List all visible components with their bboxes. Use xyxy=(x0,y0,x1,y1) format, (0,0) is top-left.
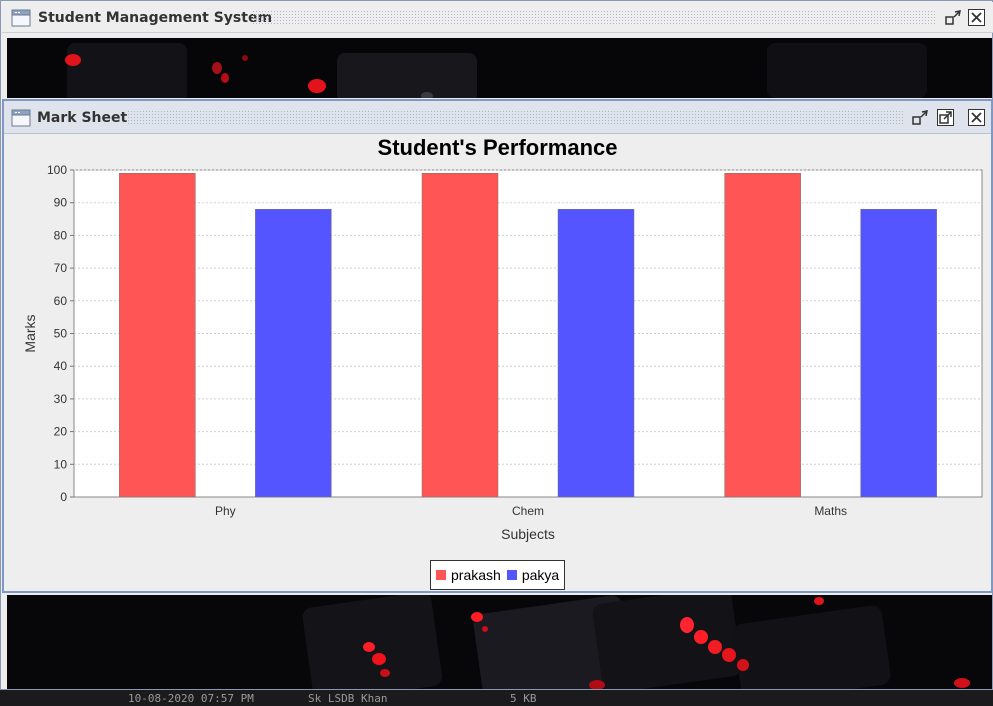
legend-swatch-prakash xyxy=(436,570,446,580)
bar-prakash-maths xyxy=(724,173,801,498)
y-tick-label: 100 xyxy=(47,163,67,177)
bar-chart: 0 10 20 30 40 50 60 70 80 90 100 Phy Chem Maths Subjec… xyxy=(22,163,983,542)
y-tick-label: 20 xyxy=(54,425,68,439)
keyboard-wallpaper xyxy=(7,38,992,98)
y-tick-label: 70 xyxy=(54,261,68,275)
mark-sheet-window: Mark Sheet Student's Performance 0 10 20 30… xyxy=(2,99,993,593)
status-bar: 10-08-2020 07:57 PM Sk LSDB Khan 5 KB xyxy=(0,690,993,706)
main-window: Student Management System xyxy=(0,0,993,690)
y-tick-label: 10 xyxy=(54,457,68,471)
close-icon[interactable] xyxy=(968,109,985,126)
y-tick-label: 60 xyxy=(54,294,68,308)
bar-pakya-chem xyxy=(557,208,635,498)
x-axis-label: Subjects xyxy=(501,526,555,542)
main-window-titlebar[interactable]: Student Management System xyxy=(2,2,993,33)
legend-label-pakya: pakya xyxy=(521,567,560,583)
chart-title: Student's Performance xyxy=(377,135,618,160)
maximize-icon[interactable] xyxy=(937,109,954,126)
bar-pakya-maths xyxy=(860,208,937,498)
y-tick-label: 30 xyxy=(54,392,68,406)
mark-sheet-title: Mark Sheet xyxy=(37,110,128,126)
status-timestamp: 10-08-2020 07:57 PM xyxy=(128,692,254,705)
y-tick-label: 50 xyxy=(54,327,68,341)
y-tick-label: 90 xyxy=(54,196,68,210)
legend-swatch-pakya xyxy=(506,570,517,580)
chart-legend: prakash pakya xyxy=(430,560,566,590)
legend-label-prakash: prakash xyxy=(451,567,501,583)
legend-item-prakash: prakash xyxy=(436,567,501,583)
y-axis-label: Marks xyxy=(22,314,38,352)
keyboard-wallpaper xyxy=(7,595,992,689)
bar-prakash-chem xyxy=(421,173,499,498)
iconify-icon[interactable] xyxy=(945,9,962,26)
window-icon xyxy=(11,109,31,127)
y-tick-label: 80 xyxy=(54,228,68,242)
desktop-background-top xyxy=(7,38,992,98)
bar-prakash-phy xyxy=(119,173,196,498)
x-tick-label: Phy xyxy=(215,504,236,518)
desktop-background-bottom xyxy=(7,595,992,689)
y-tick-label: 40 xyxy=(54,359,68,373)
status-author: Sk LSDB Khan xyxy=(308,692,388,705)
x-tick-label: Maths xyxy=(814,504,847,518)
bar-pakya-phy xyxy=(255,208,332,498)
titlebar-grip xyxy=(252,10,937,26)
status-size: 5 KB xyxy=(510,692,537,705)
y-tick-label: 0 xyxy=(60,490,67,504)
close-icon[interactable] xyxy=(968,9,985,26)
x-tick-label: Chem xyxy=(512,504,544,518)
iconify-icon[interactable] xyxy=(912,109,929,126)
titlebar-grip xyxy=(127,110,905,126)
main-window-title: Student Management System xyxy=(38,10,273,26)
window-icon xyxy=(11,9,31,27)
legend-item-pakya: pakya xyxy=(506,567,560,583)
mark-sheet-titlebar[interactable]: Mark Sheet xyxy=(4,101,991,134)
